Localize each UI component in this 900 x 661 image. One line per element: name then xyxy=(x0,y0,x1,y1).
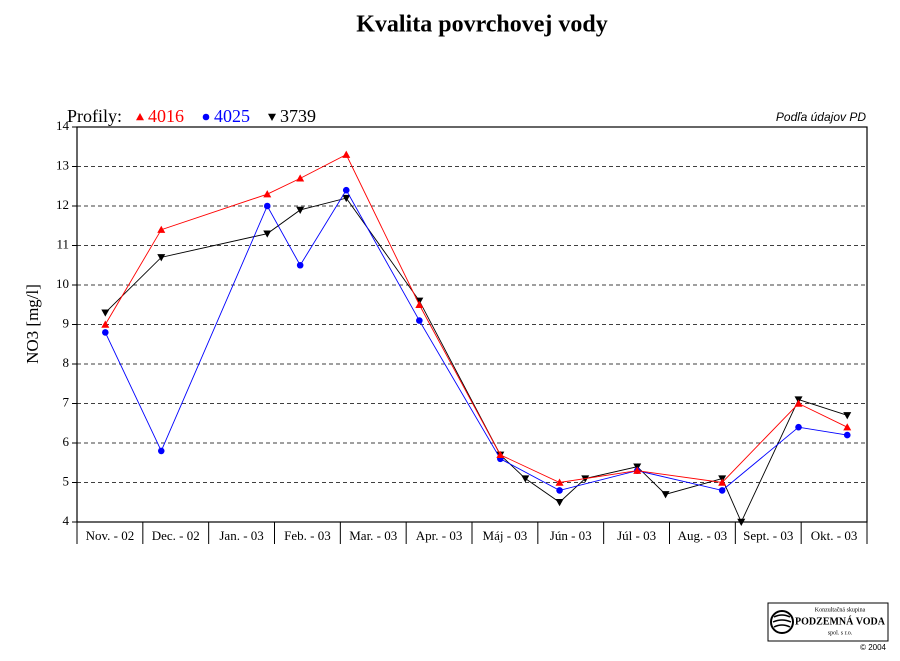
marker xyxy=(415,300,424,308)
marker xyxy=(661,491,670,499)
series-line xyxy=(104,197,848,524)
marker xyxy=(102,329,109,336)
x-tick-label: Jún - 03 xyxy=(550,528,592,543)
marker xyxy=(794,399,803,407)
marker xyxy=(101,320,110,328)
x-tick-label: Máj - 03 xyxy=(483,528,528,543)
marker xyxy=(263,190,272,198)
marker xyxy=(556,487,563,494)
series xyxy=(101,194,852,526)
y-tick-label: 7 xyxy=(63,394,70,409)
marker xyxy=(101,309,110,317)
marker xyxy=(157,254,166,262)
x-tick-label: Jan. - 03 xyxy=(219,528,263,543)
logo-icon xyxy=(770,610,794,634)
legend-marker xyxy=(202,113,210,121)
marker xyxy=(263,202,271,210)
marker xyxy=(555,499,564,507)
copyright: © 2004 xyxy=(860,643,886,652)
marker xyxy=(843,412,852,420)
marker xyxy=(737,518,746,526)
marker xyxy=(157,225,166,233)
series-line xyxy=(104,189,848,491)
marker xyxy=(795,423,802,431)
y-axis-label: NO3 [mg/l] xyxy=(23,284,42,364)
marker xyxy=(296,174,305,182)
marker xyxy=(416,317,423,324)
marker xyxy=(555,478,564,486)
chart-title: Kvalita povrchovej vody xyxy=(356,12,608,38)
legend-entry: 4025 xyxy=(214,106,250,126)
y-tick-label: 9 xyxy=(63,315,70,330)
marker xyxy=(263,230,272,238)
marker xyxy=(157,447,165,455)
logo: Konzultačná skupina PODZEMNÁ VODA spol. … xyxy=(767,602,889,642)
y-tick-label: 6 xyxy=(63,434,70,449)
legend-marker xyxy=(136,113,144,121)
y-tick-label: 4 xyxy=(63,513,70,528)
y-tick-label: 12 xyxy=(56,197,69,212)
marker xyxy=(296,261,304,269)
series xyxy=(101,150,852,486)
y-tick-label: 8 xyxy=(63,355,70,370)
x-tick-label: Nov. - 02 xyxy=(86,528,135,543)
series xyxy=(102,186,851,494)
x-tick-label: Aug. - 03 xyxy=(678,528,727,543)
marker xyxy=(843,423,852,431)
y-tick-label: 11 xyxy=(56,236,69,251)
marker xyxy=(843,431,851,439)
y-tick-label: 5 xyxy=(63,473,70,488)
source-note: Podľa údajov PD xyxy=(776,110,866,124)
legend-marker xyxy=(268,113,276,121)
y-tick-label: 14 xyxy=(56,118,70,133)
x-tick-label: Feb. - 03 xyxy=(284,528,331,543)
marker xyxy=(296,206,305,214)
logo-line2: PODZEMNÁ VODA xyxy=(795,615,886,627)
logo-line1: Konzultačná skupina xyxy=(815,607,866,613)
marker xyxy=(342,150,351,158)
series-line xyxy=(104,154,848,483)
marker xyxy=(342,186,350,194)
legend-entry: 4016 xyxy=(148,106,184,126)
legend-label: Profily: xyxy=(67,106,122,126)
x-tick-label: Dec. - 02 xyxy=(152,528,200,543)
marker xyxy=(718,478,727,486)
marker xyxy=(521,475,530,483)
x-tick-label: Okt. - 03 xyxy=(811,528,858,543)
y-tick-label: 13 xyxy=(56,157,69,172)
marker xyxy=(633,466,642,474)
y-tick-label: 10 xyxy=(56,276,69,291)
x-tick-label: Apr. - 03 xyxy=(416,528,463,543)
x-tick-label: Sept. - 03 xyxy=(743,528,793,543)
x-tick-label: Júl - 03 xyxy=(617,528,656,543)
marker xyxy=(718,487,726,494)
logo-box xyxy=(767,602,889,642)
x-tick-label: Mar. - 03 xyxy=(349,528,397,543)
logo-line3: spol. s r.o. xyxy=(828,630,853,636)
logo-icon-waves xyxy=(772,614,792,628)
legend-entry: 3739 xyxy=(280,106,316,126)
marker xyxy=(342,194,351,203)
marker xyxy=(496,450,505,459)
